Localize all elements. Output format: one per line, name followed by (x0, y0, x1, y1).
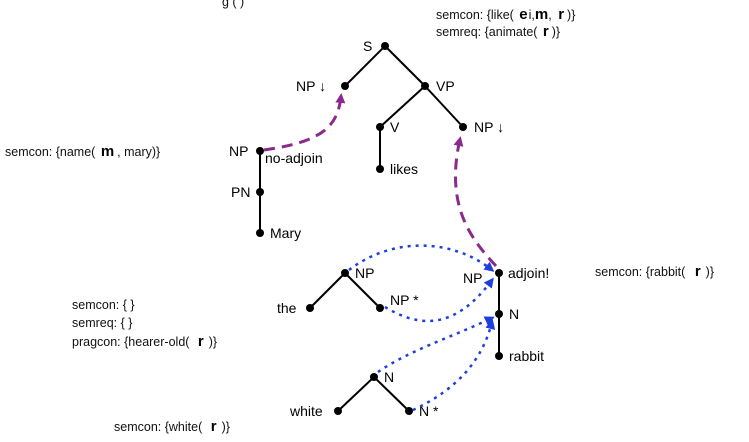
node-rabbit-n (495, 310, 503, 318)
node-mary-np (256, 147, 264, 155)
semreq-the: semreq: { } (72, 316, 132, 330)
tree-white: N white N * (289, 369, 439, 419)
label-white-foot: N * (419, 403, 439, 419)
node-white-lex (334, 407, 342, 415)
node-likes (376, 165, 384, 173)
edge-vp-v (379, 85, 426, 128)
edge-s-vp (384, 45, 426, 87)
semantics-the: semcon: { } semreq: { } pragcon: {hearer… (72, 298, 217, 350)
adjunction-arrow-the-foot (384, 277, 494, 323)
substitution-arrow-mary (263, 93, 346, 152)
semcon-rabbit: semcon: {rabbit( r)} (595, 263, 714, 280)
semantics-likes: semcon: {like( ei,m, r)} semreq: {animat… (436, 6, 575, 40)
node-s (381, 42, 389, 50)
label-the-lex: the (277, 300, 297, 316)
edge-the-left (309, 272, 346, 309)
tree-likes: S NP ↓ VP V NP ↓ likes (296, 38, 504, 177)
node-np-obj (459, 123, 467, 131)
label-np-subj: NP ↓ (296, 78, 326, 94)
header-partial-text: g ( ) (222, 0, 244, 9)
label-rabbit-np: NP (463, 270, 482, 286)
node-vp (421, 82, 429, 90)
edge-vp-np (424, 85, 464, 128)
node-np-subj (341, 82, 349, 90)
adjunction-arrow-the-root (348, 244, 495, 272)
node-white-n (370, 373, 378, 381)
node-the-foot (376, 304, 384, 312)
semcon-white: semcon: {white( r)} (114, 418, 230, 435)
edge-white-right (373, 376, 410, 412)
label-no-adjoin: no-adjoin (265, 150, 323, 166)
node-white-foot (405, 407, 413, 415)
label-v: V (390, 119, 400, 135)
edge-white-left (337, 376, 375, 412)
node-rabbit-np (495, 269, 503, 277)
label-rabbit-lex: rabbit (509, 348, 544, 364)
label-s: S (363, 38, 372, 54)
semcon-likes: semcon: {like( ei,m, r)} (436, 6, 575, 23)
semcon-mary: semcon: {name( m, mary)} (5, 143, 160, 160)
tree-the: NP the NP * (277, 265, 419, 316)
node-the-lex (306, 304, 314, 312)
adjunction-arrow-white-root (377, 316, 495, 374)
tree-mary: NP no-adjoin PN Mary (229, 143, 323, 241)
label-np-obj: NP ↓ (474, 119, 504, 135)
tree-rabbit: NP adjoin! N rabbit (463, 265, 549, 364)
semreq-likes: semreq: {animate( r)} (436, 23, 560, 40)
semcon-the: semcon: { } (72, 298, 135, 312)
label-mary-lex: Mary (270, 225, 301, 241)
edge-s-np (344, 45, 386, 87)
label-white-n: N (384, 369, 394, 385)
pragcon-the: pragcon: {hearer-old( r)} (72, 333, 217, 350)
label-adjoin: adjoin! (508, 265, 549, 281)
label-rabbit-n: N (509, 306, 519, 322)
label-the-np: NP (355, 265, 374, 281)
label-likes: likes (390, 161, 418, 177)
node-mary-lex (256, 229, 264, 237)
node-mary-pn (256, 188, 264, 196)
node-the-np (341, 269, 349, 277)
label-vp: VP (436, 78, 455, 94)
edge-the-right (344, 272, 381, 309)
label-mary-np: NP (229, 143, 248, 159)
node-v (376, 123, 384, 131)
label-mary-pn: PN (231, 184, 250, 200)
label-the-foot: NP * (390, 292, 419, 308)
label-white-lex: white (289, 403, 323, 419)
substitution-arrow-rabbit (453, 136, 498, 268)
adjunction-arrow-white-foot (412, 319, 496, 412)
node-rabbit-lex (495, 352, 503, 360)
